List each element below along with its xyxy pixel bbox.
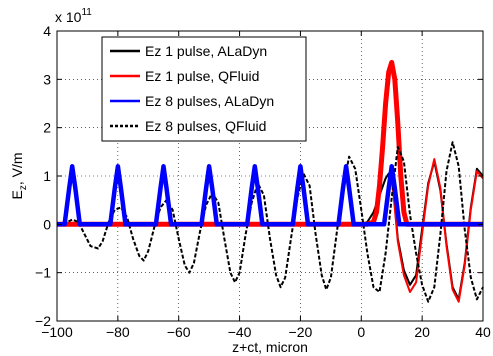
y-multiplier: x 1011 (55, 7, 92, 25)
x-tick-label: 40 (475, 324, 491, 340)
x-tick-label: −20 (289, 324, 313, 340)
series-line (57, 164, 483, 227)
x-tick-label: −40 (228, 324, 252, 340)
y-tick-label: −2 (35, 313, 51, 329)
legend-label: Ez 8 pulses, QFluid (145, 118, 266, 134)
x-axis-label: z+ct, micron (232, 339, 308, 355)
x-tick-label: −80 (106, 324, 130, 340)
x-tick-label: −100 (41, 324, 73, 340)
legend-label: Ez 8 pulses, ALaDyn (145, 93, 274, 109)
legend: Ez 1 pulse, ALaDyn Ez 1 pulse, QFluid Ez 8… (101, 36, 307, 142)
y-tick-label: 1 (43, 168, 51, 184)
y-tick-label: 4 (43, 23, 51, 39)
axis-ticks: −100 −80 −60 −40 −20 0 20 40 −2 −1 0 1 2 3 4 (35, 23, 491, 340)
y-tick-label: 0 (43, 216, 51, 232)
y-tick-label: −1 (35, 265, 51, 281)
x-tick-label: 0 (357, 324, 365, 340)
series-line-extra (390, 158, 484, 303)
legend-label: Ez 1 pulse, QFluid (145, 68, 259, 84)
y-axis-label: Ez, V/m (9, 152, 29, 199)
y-tick-label: 3 (43, 71, 51, 87)
x-tick-label: 20 (414, 324, 430, 340)
series-line (56, 141, 484, 303)
series-layer (56, 59, 484, 303)
y-tick-label: 2 (43, 120, 51, 136)
x-tick-label: −60 (167, 324, 191, 340)
legend-label: Ez 1 pulse, ALaDyn (145, 43, 267, 59)
legend-box (101, 36, 307, 142)
